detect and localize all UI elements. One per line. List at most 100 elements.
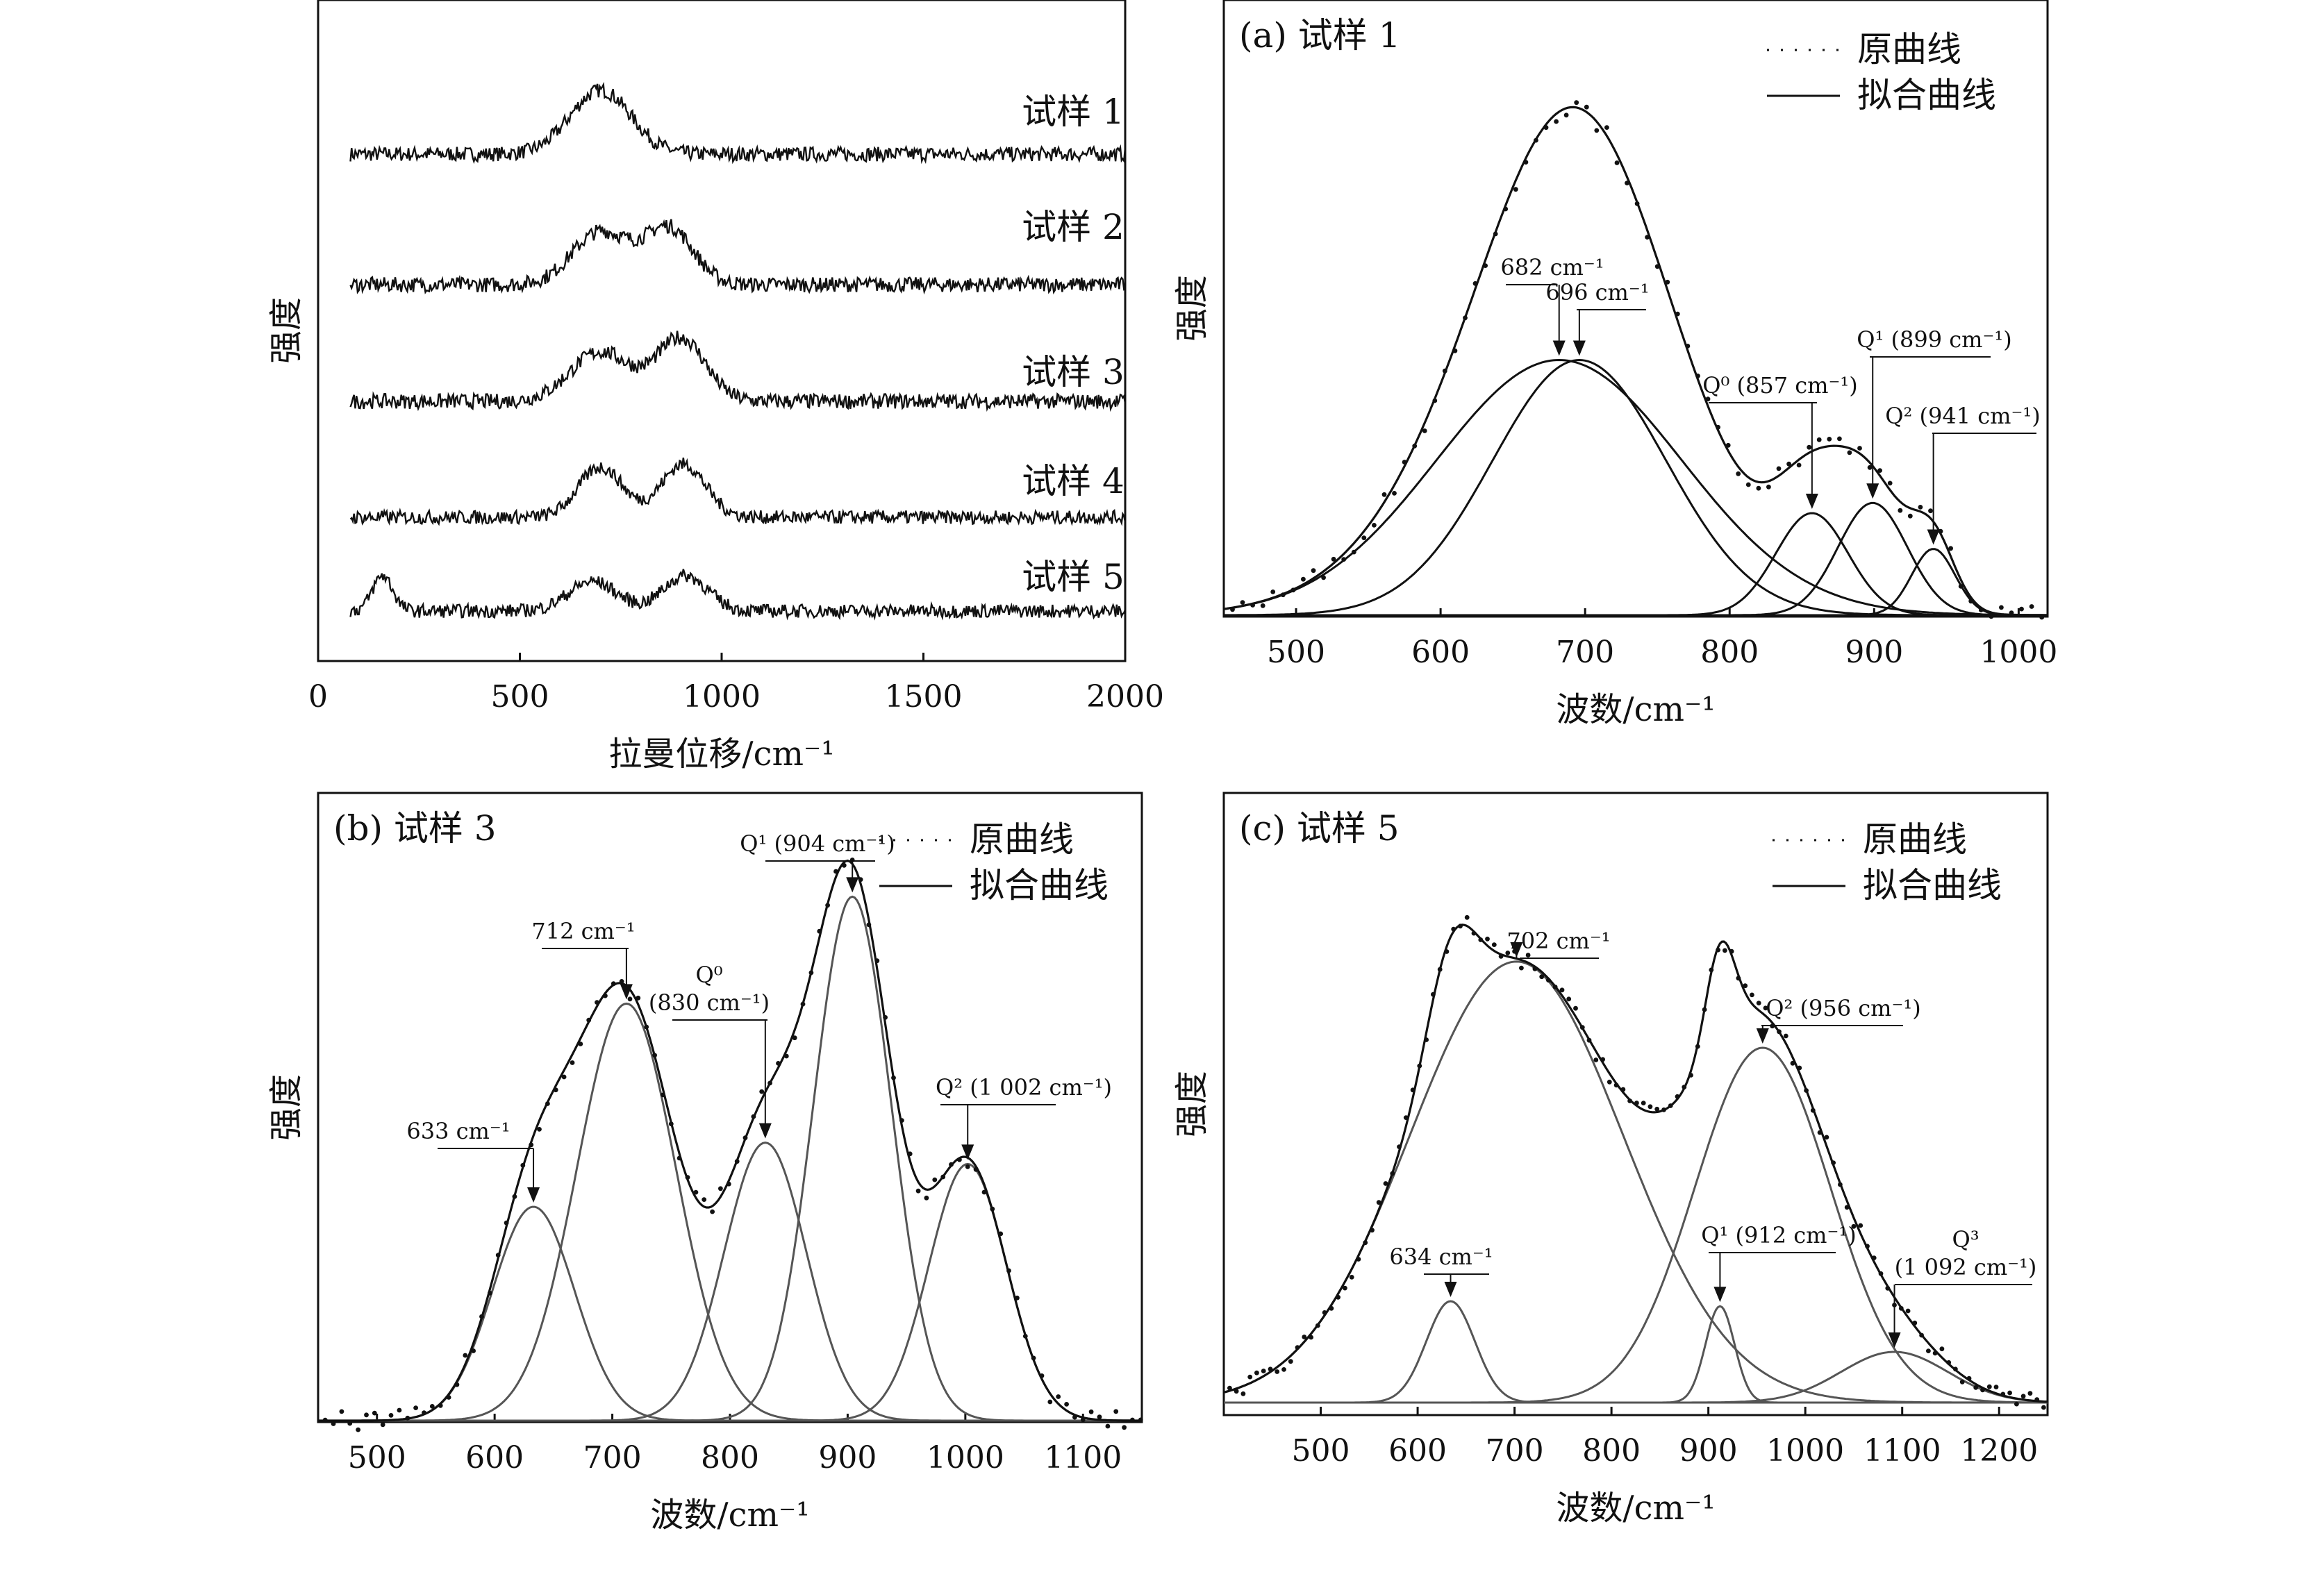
- original-point: [1376, 1200, 1381, 1205]
- original-point: [1498, 954, 1504, 959]
- component-curve: [1224, 1305, 2048, 1404]
- original-point: [1857, 446, 1862, 451]
- original-point: [710, 1209, 715, 1214]
- original-point: [1559, 987, 1565, 993]
- x-tick-label: 600: [1411, 635, 1470, 670]
- original-point: [1766, 484, 1771, 490]
- original-curve: [1227, 914, 2046, 1410]
- x-tick-label: 1000: [683, 679, 761, 714]
- original-point: [2034, 1397, 2040, 1402]
- original-point: [1865, 1244, 1870, 1249]
- original-point: [998, 1231, 1004, 1237]
- peak-annotation: Q⁰(830 cm⁻¹): [649, 962, 772, 1139]
- arrow-head: [1756, 1028, 1769, 1044]
- original-point: [1519, 965, 1524, 971]
- original-point: [495, 1253, 501, 1257]
- original-point: [1919, 1332, 1925, 1338]
- original-point: [1015, 1295, 1020, 1301]
- legend-fit-label: 拟合曲线: [1863, 865, 2002, 905]
- original-point: [808, 970, 814, 976]
- original-point: [1725, 442, 1731, 448]
- spectrum-line: [349, 219, 1126, 295]
- original-point: [1871, 1255, 1877, 1260]
- series-label: 试样 3: [1022, 352, 1124, 392]
- original-point: [833, 869, 838, 874]
- peak-label: Q¹ (912 cm⁻¹): [1701, 1222, 1856, 1248]
- original-point: [463, 1353, 468, 1358]
- arrow-head: [527, 1187, 540, 1203]
- original-point: [1254, 1370, 1259, 1376]
- x-tick-label: 1500: [885, 679, 963, 714]
- original-point: [883, 1014, 888, 1020]
- original-point: [1958, 584, 1964, 589]
- original-point: [1688, 1073, 1693, 1078]
- original-point: [866, 922, 872, 928]
- original-point: [1948, 546, 1954, 551]
- original-point: [1381, 492, 1387, 497]
- peak-annotation: 702 cm⁻¹: [1507, 928, 1611, 959]
- component-curve: [1223, 358, 2048, 617]
- original-point: [1260, 603, 1265, 608]
- x-tick-label: 500: [1267, 635, 1325, 670]
- peak-annotation: 682 cm⁻¹: [1500, 254, 1604, 356]
- original-point: [1240, 600, 1245, 605]
- original-point: [561, 1074, 567, 1080]
- original-curve: [322, 858, 1143, 1432]
- original-point: [422, 1410, 426, 1415]
- original-point: [2007, 1390, 2013, 1396]
- original-point: [792, 1035, 797, 1041]
- original-point: [1966, 1376, 1972, 1381]
- original-point: [1341, 557, 1347, 562]
- original-point: [1290, 587, 1296, 593]
- peak-label: Q¹ (899 cm⁻¹): [1857, 326, 2011, 353]
- original-point: [1309, 1335, 1313, 1340]
- original-point: [1939, 1346, 1945, 1352]
- original-point: [438, 1403, 443, 1408]
- peak-label: (830 cm⁻¹): [649, 989, 770, 1016]
- original-point: [1442, 368, 1447, 374]
- arrow-head: [1572, 340, 1586, 356]
- original-point: [1250, 603, 1255, 608]
- original-point: [1064, 1402, 1069, 1407]
- original-point: [1709, 967, 1714, 973]
- x-tick-label: 2000: [1086, 679, 1164, 714]
- peak-annotation: Q² (956 cm⁻¹): [1756, 995, 1921, 1044]
- original-point: [1723, 948, 1727, 953]
- peak-annotation: 712 cm⁻¹: [531, 918, 636, 1000]
- original-point: [1593, 1057, 1599, 1062]
- original-point: [1790, 1060, 1795, 1066]
- original-point: [1750, 992, 1754, 998]
- original-point: [339, 1409, 345, 1414]
- component-curve: [318, 1002, 1142, 1422]
- original-point: [1491, 942, 1497, 947]
- original-point: [2039, 614, 2045, 620]
- arrow-head: [1866, 483, 1879, 499]
- peak-annotation: 696 cm⁻¹: [1545, 279, 1650, 356]
- original-point: [685, 1175, 690, 1180]
- original-point: [858, 877, 863, 883]
- arrow-head: [1713, 1287, 1727, 1303]
- original-point: [397, 1407, 402, 1413]
- x-axis-label: 拉曼位移/cm⁻¹: [608, 735, 834, 774]
- original-point: [1607, 1079, 1612, 1085]
- original-point: [636, 995, 641, 1001]
- original-point: [1847, 450, 1852, 455]
- original-point: [1281, 1367, 1286, 1372]
- original-point: [1887, 480, 1893, 486]
- original-point: [1926, 1348, 1931, 1353]
- x-tick-label: 500: [1292, 1433, 1350, 1469]
- original-point: [1898, 1305, 1904, 1311]
- original-point: [1763, 1005, 1768, 1011]
- series-label: 试样 4: [1022, 461, 1124, 501]
- original-point: [1932, 1351, 1938, 1356]
- original-point: [1993, 1385, 1999, 1389]
- original-point: [1675, 311, 1680, 317]
- original-point: [990, 1206, 995, 1212]
- peak-annotation: Q² (941 cm⁻¹): [1885, 403, 2041, 545]
- original-point: [1743, 983, 1748, 989]
- arrow-head: [1927, 529, 1940, 545]
- peak-label: Q¹ (904 cm⁻¹): [740, 830, 895, 857]
- original-point: [1989, 614, 1994, 619]
